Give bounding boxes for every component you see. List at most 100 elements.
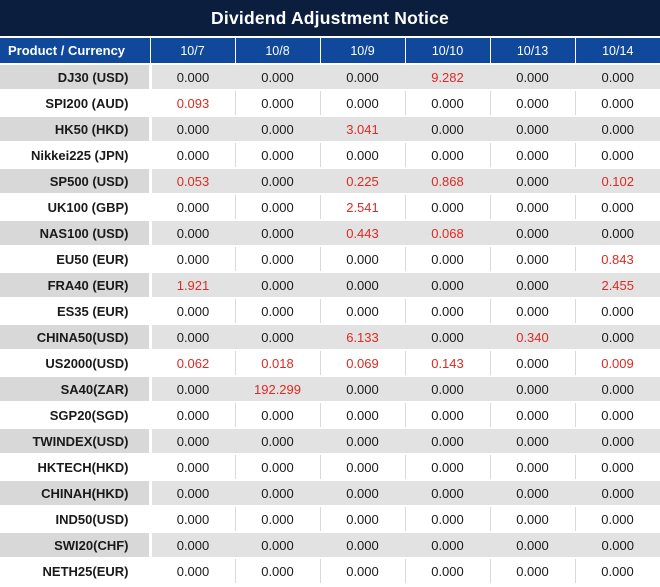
value-cell-highlighted: 192.299 bbox=[234, 376, 320, 403]
value-cell: 0.000 bbox=[574, 116, 660, 143]
product-cell: FRA40 (EUR) bbox=[0, 272, 152, 299]
product-cell: SA40(ZAR) bbox=[0, 376, 152, 403]
column-header-date: 10/10 bbox=[404, 36, 490, 65]
value-cell-highlighted: 0.102 bbox=[574, 168, 660, 195]
table-row: SGP20(SGD) 0.000 0.000 0.000 0.000 0.000 0.000 bbox=[0, 402, 660, 429]
value-cell: 0.000 bbox=[574, 532, 660, 559]
value-cell-highlighted: 0.009 bbox=[574, 350, 660, 377]
product-cell: SP500 (USD) bbox=[0, 168, 152, 195]
value-cell: 0.000 bbox=[489, 246, 575, 273]
value-cell: 0.000 bbox=[149, 428, 235, 455]
column-header-date: 10/8 bbox=[234, 36, 320, 65]
value-cell: 0.000 bbox=[149, 298, 235, 325]
value-cell: 0.000 bbox=[149, 558, 235, 585]
value-cell: 0.000 bbox=[319, 428, 405, 455]
value-cell: 0.000 bbox=[149, 142, 235, 169]
value-cell: 0.000 bbox=[319, 272, 405, 299]
value-cell: 0.000 bbox=[404, 480, 490, 507]
value-cell: 0.000 bbox=[574, 220, 660, 247]
table-row: SWI20(CHF) 0.000 0.000 0.000 0.000 0.000 0.000 bbox=[0, 532, 660, 559]
product-cell: Nikkei225 (JPN) bbox=[0, 142, 152, 169]
value-cell-highlighted: 2.455 bbox=[574, 272, 660, 299]
value-cell: 0.000 bbox=[234, 324, 320, 351]
table-row: TWINDEX(USD) 0.000 0.000 0.000 0.000 0.000 0.0… bbox=[0, 428, 660, 455]
value-cell: 0.000 bbox=[149, 246, 235, 273]
value-cell: 0.000 bbox=[234, 116, 320, 143]
product-cell: HK50 (HKD) bbox=[0, 116, 152, 143]
value-cell: 0.000 bbox=[574, 64, 660, 91]
value-cell: 0.000 bbox=[574, 558, 660, 585]
table-row: NETH25(EUR) 0.000 0.000 0.000 0.000 0.000 0.00… bbox=[0, 558, 660, 585]
value-cell: 0.000 bbox=[234, 506, 320, 533]
value-cell: 0.000 bbox=[574, 428, 660, 455]
page-title: Dividend Adjustment Notice bbox=[0, 0, 660, 36]
value-cell: 0.000 bbox=[574, 480, 660, 507]
value-cell: 0.000 bbox=[489, 116, 575, 143]
value-cell: 0.000 bbox=[319, 246, 405, 273]
product-cell: CHINAH(HKD) bbox=[0, 480, 152, 507]
value-cell: 0.000 bbox=[574, 402, 660, 429]
value-cell-highlighted: 9.282 bbox=[404, 64, 490, 91]
column-header-date: 10/7 bbox=[149, 36, 235, 65]
value-cell: 0.000 bbox=[149, 506, 235, 533]
value-cell-highlighted: 6.133 bbox=[319, 324, 405, 351]
value-cell: 0.000 bbox=[489, 168, 575, 195]
product-cell: TWINDEX(USD) bbox=[0, 428, 152, 455]
value-cell-highlighted: 0.069 bbox=[319, 350, 405, 377]
value-cell: 0.000 bbox=[319, 480, 405, 507]
value-cell: 0.000 bbox=[489, 142, 575, 169]
value-cell: 0.000 bbox=[319, 558, 405, 585]
value-cell: 0.000 bbox=[489, 454, 575, 481]
dividend-table: Product / Currency 10/7 10/8 10/9 10/10 … bbox=[0, 36, 660, 585]
product-cell: SWI20(CHF) bbox=[0, 532, 152, 559]
value-cell-highlighted: 0.843 bbox=[574, 246, 660, 273]
table-row: SPI200 (AUD) 0.093 0.000 0.000 0.000 0.000 0.0… bbox=[0, 90, 660, 117]
value-cell: 0.000 bbox=[574, 376, 660, 403]
product-cell: IND50(USD) bbox=[0, 506, 152, 533]
value-cell: 0.000 bbox=[319, 376, 405, 403]
value-cell-highlighted: 0.225 bbox=[319, 168, 405, 195]
value-cell: 0.000 bbox=[404, 532, 490, 559]
value-cell: 0.000 bbox=[149, 402, 235, 429]
value-cell: 0.000 bbox=[319, 454, 405, 481]
table-row: CHINA50(USD) 0.000 0.000 6.133 0.000 0.340 0.0… bbox=[0, 324, 660, 351]
column-header-date: 10/9 bbox=[319, 36, 405, 65]
value-cell: 0.000 bbox=[234, 168, 320, 195]
product-cell: SGP20(SGD) bbox=[0, 402, 152, 429]
product-cell: HKTECH(HKD) bbox=[0, 454, 152, 481]
table-row: ES35 (EUR) 0.000 0.000 0.000 0.000 0.000 0.000 bbox=[0, 298, 660, 325]
product-cell: UK100 (GBP) bbox=[0, 194, 152, 221]
value-cell: 0.000 bbox=[574, 90, 660, 117]
value-cell: 0.000 bbox=[404, 116, 490, 143]
value-cell: 0.000 bbox=[574, 506, 660, 533]
value-cell: 0.000 bbox=[234, 64, 320, 91]
value-cell: 0.000 bbox=[404, 90, 490, 117]
value-cell: 0.000 bbox=[489, 298, 575, 325]
column-header-date: 10/13 bbox=[489, 36, 575, 65]
value-cell: 0.000 bbox=[574, 142, 660, 169]
product-cell: CHINA50(USD) bbox=[0, 324, 152, 351]
value-cell: 0.000 bbox=[149, 220, 235, 247]
value-cell: 0.000 bbox=[489, 350, 575, 377]
value-cell: 0.000 bbox=[404, 376, 490, 403]
table-row: NAS100 (USD) 0.000 0.000 0.443 0.068 0.000 0.0… bbox=[0, 220, 660, 247]
value-cell: 0.000 bbox=[234, 532, 320, 559]
value-cell: 0.000 bbox=[149, 532, 235, 559]
value-cell: 0.000 bbox=[489, 376, 575, 403]
value-cell: 0.000 bbox=[149, 194, 235, 221]
value-cell: 0.000 bbox=[574, 454, 660, 481]
value-cell: 0.000 bbox=[404, 428, 490, 455]
value-cell: 0.000 bbox=[574, 298, 660, 325]
value-cell: 0.000 bbox=[319, 142, 405, 169]
value-cell-highlighted: 0.868 bbox=[404, 168, 490, 195]
value-cell: 0.000 bbox=[404, 402, 490, 429]
value-cell-highlighted: 0.018 bbox=[234, 350, 320, 377]
value-cell: 0.000 bbox=[489, 532, 575, 559]
value-cell: 0.000 bbox=[404, 558, 490, 585]
table-row: HK50 (HKD) 0.000 0.000 3.041 0.000 0.000 0.000 bbox=[0, 116, 660, 143]
value-cell: 0.000 bbox=[489, 272, 575, 299]
table-row: DJ30 (USD) 0.000 0.000 0.000 9.282 0.000 0.000 bbox=[0, 64, 660, 91]
product-cell: DJ30 (USD) bbox=[0, 64, 152, 91]
value-cell-highlighted: 0.062 bbox=[149, 350, 235, 377]
